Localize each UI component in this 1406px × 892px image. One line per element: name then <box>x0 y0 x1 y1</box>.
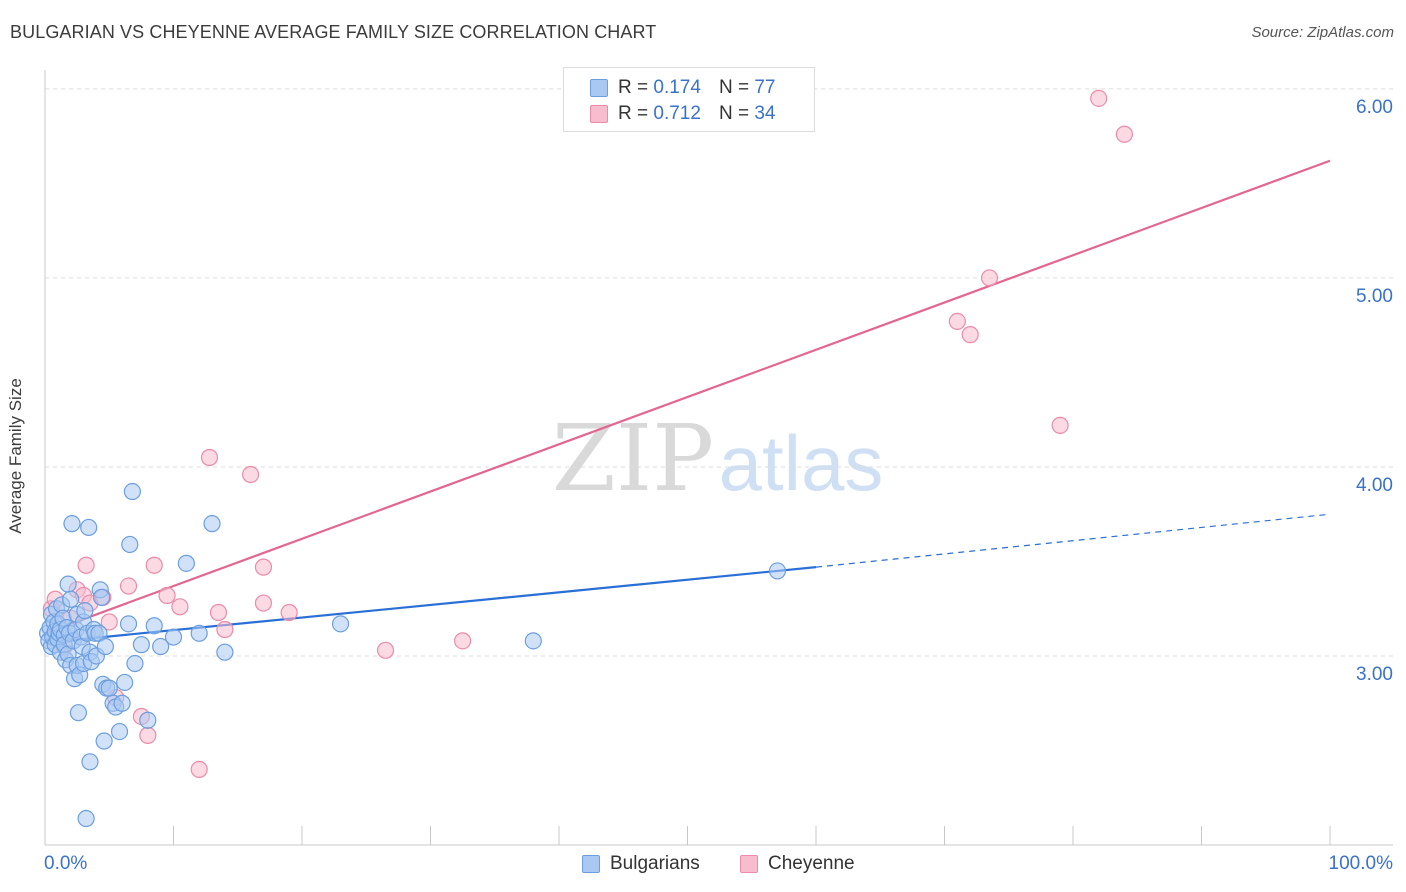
bulgarians-point <box>96 637 114 656</box>
y-tick-label: 3.00 <box>1356 664 1393 685</box>
cheyenne-point <box>171 598 189 616</box>
n-value: 77 <box>754 77 776 98</box>
trend-lines <box>44 159 1331 644</box>
y-tick-label: 6.00 <box>1356 97 1393 118</box>
cheyenne-point <box>158 586 176 605</box>
watermark-zip: ZIP <box>552 405 714 512</box>
cheyenne-point <box>948 312 966 331</box>
bulgarians-point <box>81 753 99 771</box>
cheyenne-point <box>139 726 157 744</box>
bulgarians-point <box>145 617 163 635</box>
cheyenne-point <box>254 558 273 576</box>
cheyenne-swatch <box>590 105 608 123</box>
cheyenne-point <box>1051 416 1069 434</box>
axes <box>44 70 1393 846</box>
x-tick-label: 100.0% <box>1329 853 1394 874</box>
bulgarians-point <box>123 482 141 501</box>
bulgarians-point <box>132 636 150 654</box>
data-points <box>38 89 1134 828</box>
bulgarians-point <box>77 809 95 828</box>
cheyenne-point <box>280 603 298 622</box>
cheyenne-trend-line <box>44 159 1331 635</box>
cheyenne-point <box>216 620 234 639</box>
bulgarians-point <box>59 575 77 593</box>
cheyenne-point <box>145 556 163 574</box>
r-value: 0.712 <box>653 103 701 124</box>
cheyenne-point <box>1115 125 1134 143</box>
bulgarians-swatch <box>590 79 608 97</box>
n-label: N = <box>718 77 750 98</box>
bulgarians-point <box>331 615 350 633</box>
r-label: R = <box>618 77 649 98</box>
cheyenne-swatch <box>740 855 758 873</box>
bulgarians-trend-extension <box>815 513 1331 568</box>
bulgarians-point <box>95 732 113 750</box>
legend-item-bulgarians[interactable]: Bulgarians <box>582 852 700 876</box>
y-tick-label: 4.00 <box>1356 475 1393 496</box>
bulgarians-point <box>164 628 183 646</box>
tick-labels: 3.00 4.00 5.00 6.00 0.0% 100.0% <box>44 97 1393 874</box>
cheyenne-point <box>961 326 979 344</box>
n-label: N = <box>718 103 750 124</box>
watermark-atlas: atlas <box>719 419 884 507</box>
cheyenne-point <box>100 613 118 631</box>
cheyenne-point <box>200 448 219 467</box>
bulgarians-point <box>100 679 118 697</box>
cheyenne-point <box>119 577 138 595</box>
bulgarians-point <box>110 722 129 741</box>
cheyenne-point <box>980 269 999 287</box>
bulgarians-point <box>139 711 157 729</box>
legend-row-bulgarians: R = 0.174 N = 77 <box>590 76 775 100</box>
grid <box>45 88 1393 657</box>
bulgarians-point <box>69 704 88 722</box>
bulgarians-swatch <box>582 855 600 873</box>
bulgarians-point <box>92 588 111 606</box>
legend-row-cheyenne: R = 0.712 N = 34 <box>590 102 775 126</box>
bulgarians-point <box>116 673 134 692</box>
cheyenne-point <box>209 603 228 622</box>
cheyenne-point <box>190 760 208 778</box>
legend-label-cheyenne: Cheyenne <box>768 853 855 874</box>
bulgarians-point <box>126 654 144 673</box>
watermark: ZIP atlas <box>552 405 883 512</box>
bulgarians-point <box>152 637 170 656</box>
legend-label-bulgarians: Bulgarians <box>610 853 700 874</box>
bulgarians-point <box>203 515 221 533</box>
y-tick-label: 5.00 <box>1356 286 1393 307</box>
y-axis-label: Average Family Size <box>6 378 25 534</box>
legend-item-cheyenne[interactable]: Cheyenne <box>740 852 855 876</box>
bulgarians-point <box>768 562 787 580</box>
source-label: Source: ZipAtlas.com <box>1251 24 1394 41</box>
bulgarians-point <box>121 535 139 554</box>
chart-title: BULGARIAN VS CHEYENNE AVERAGE FAMILY SIZ… <box>10 22 657 42</box>
cheyenne-point <box>254 594 273 612</box>
bulgarians-point <box>524 632 542 650</box>
bulgarians-point <box>80 518 98 537</box>
bulgarians-point <box>113 694 131 712</box>
bulgarians-point <box>216 643 234 661</box>
x-tick-label: 0.0% <box>44 853 87 874</box>
bulgarians-point <box>177 554 195 572</box>
stats-legend: R = 0.174 N = 77 R = 0.712 N = 34 <box>563 67 815 132</box>
bulgarians-point <box>190 624 208 642</box>
cheyenne-point <box>242 465 260 484</box>
r-value: 0.174 <box>653 77 701 98</box>
cheyenne-point <box>376 641 395 659</box>
n-value: 34 <box>754 103 776 124</box>
cheyenne-point <box>454 632 472 650</box>
bulgarians-point <box>63 515 81 533</box>
bulgarians-point <box>76 602 94 620</box>
bulgarians-point <box>119 615 138 633</box>
cheyenne-point <box>1090 89 1108 107</box>
r-label: R = <box>618 103 649 124</box>
bulgarians-point <box>62 590 80 608</box>
cheyenne-point <box>77 556 95 574</box>
